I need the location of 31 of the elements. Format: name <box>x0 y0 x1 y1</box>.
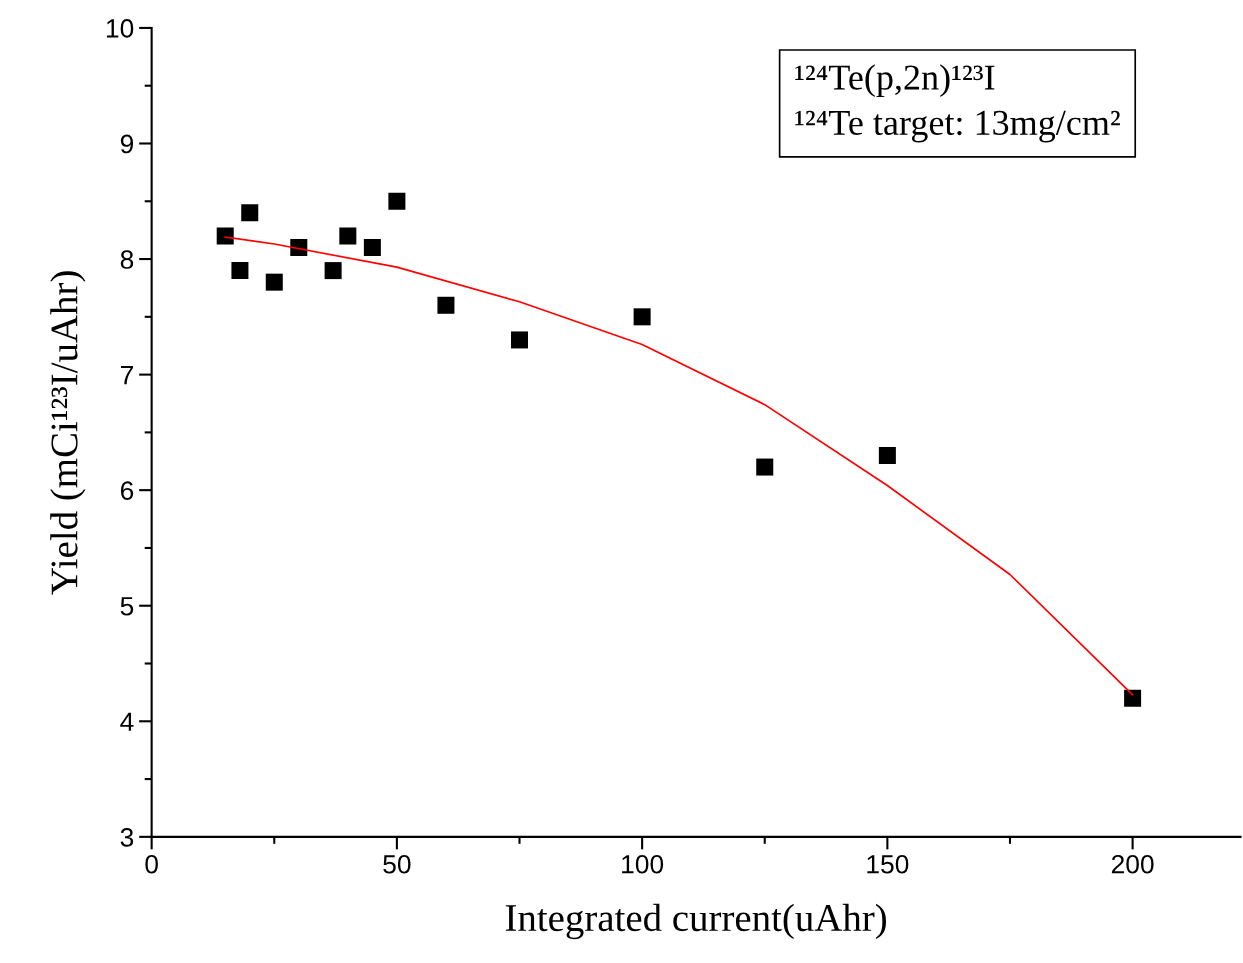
point <box>756 458 774 476</box>
y-tick-label: 4 <box>120 712 134 731</box>
y-tick-label: 7 <box>120 366 133 385</box>
x-tick-label: 150 <box>867 854 909 874</box>
y-tick-label: 5 <box>120 597 134 616</box>
point <box>388 192 406 210</box>
y-axis-title: Yield (mCi¹²³I/uAhr) <box>50 271 86 595</box>
point <box>1124 689 1142 707</box>
point <box>241 204 259 222</box>
y-tick-label: 3 <box>120 827 134 847</box>
y-tick-label: 6 <box>120 481 134 500</box>
annotation: ¹²⁴Te target: 13mg/cm² <box>795 110 1120 143</box>
point <box>633 308 651 326</box>
annotation: ¹²⁴Te(p,2n)¹²³I <box>795 64 995 98</box>
point <box>265 273 283 291</box>
point <box>231 262 249 280</box>
point <box>363 238 381 256</box>
point <box>339 227 357 245</box>
point <box>437 296 455 314</box>
point <box>511 331 529 349</box>
x-axis-title: Integrated current(uAhr) <box>505 903 887 940</box>
y-tick-label: 8 <box>120 250 134 269</box>
point <box>324 262 342 280</box>
x-tick-label: 200 <box>1111 854 1154 874</box>
x-tick-label: 100 <box>622 854 664 874</box>
y-tick-label: 9 <box>120 134 134 154</box>
point <box>216 227 234 245</box>
x-tick-label: 0 <box>145 854 158 874</box>
point <box>878 446 896 464</box>
y-tick-label: 10 <box>106 19 134 38</box>
x-tick-label: 50 <box>383 854 411 874</box>
